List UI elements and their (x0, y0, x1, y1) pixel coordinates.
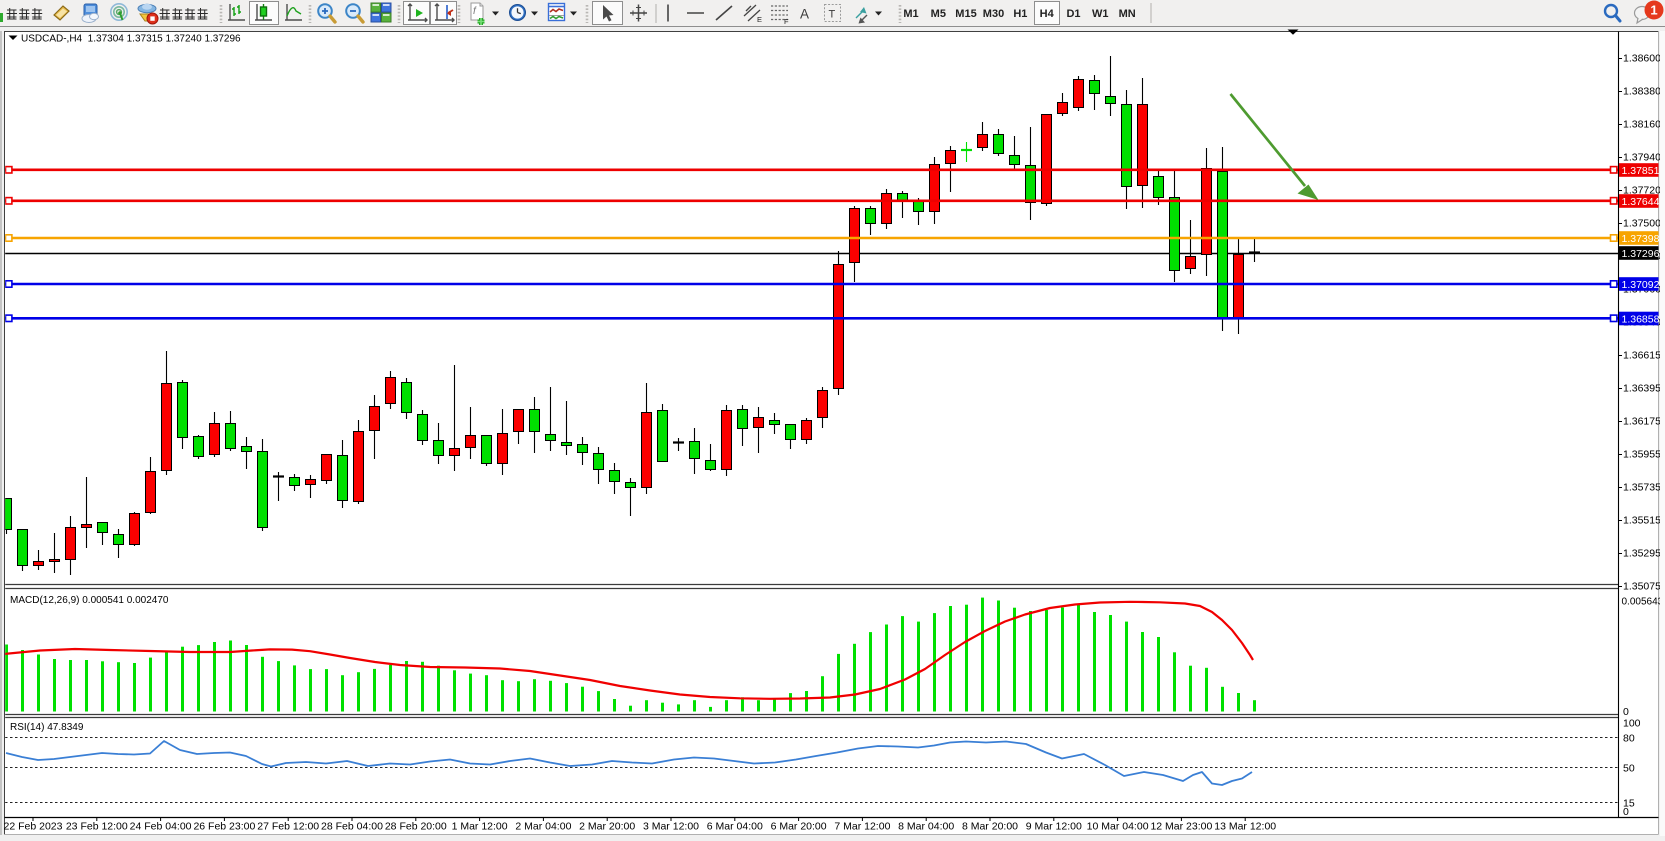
svg-text:1.36175: 1.36175 (1623, 416, 1661, 428)
svg-text:1.36858: 1.36858 (1622, 313, 1660, 325)
svg-text:A: A (800, 7, 809, 22)
svg-text:T: T (829, 9, 836, 21)
svg-text:1.37851: 1.37851 (1622, 165, 1660, 177)
svg-text:80: 80 (1623, 732, 1635, 744)
svg-text:0.005643: 0.005643 (1622, 597, 1664, 608)
svg-text:12 Mar 23:00: 12 Mar 23:00 (1150, 821, 1212, 833)
svg-text:22 Feb 2023: 22 Feb 2023 (4, 821, 63, 833)
svg-text:13 Mar 12:00: 13 Mar 12:00 (1214, 821, 1276, 833)
svg-text:27 Feb 12:00: 27 Feb 12:00 (257, 821, 319, 833)
svg-text:F: F (784, 17, 789, 26)
svg-text:100: 100 (1623, 718, 1641, 730)
svg-text:0: 0 (1623, 806, 1629, 818)
svg-text:7 Mar 12:00: 7 Mar 12:00 (834, 821, 890, 833)
svg-text:M15: M15 (955, 8, 976, 20)
svg-text:9 Mar 12:00: 9 Mar 12:00 (1026, 821, 1082, 833)
svg-text:1.37644: 1.37644 (1622, 196, 1660, 208)
svg-text:H4: H4 (1040, 8, 1055, 20)
svg-text:10 Mar 04:00: 10 Mar 04:00 (1087, 821, 1149, 833)
svg-text:2 Mar 20:00: 2 Mar 20:00 (579, 821, 635, 833)
svg-text:D1: D1 (1066, 8, 1080, 20)
svg-text:USDCAD-,H4 1.37304 1.37315 1.: USDCAD-,H4 1.37304 1.37315 1.37240 1.372… (21, 34, 241, 45)
svg-text:26 Feb 23:00: 26 Feb 23:00 (193, 821, 255, 833)
svg-text:1.37500: 1.37500 (1623, 218, 1661, 230)
svg-text:1: 1 (1650, 3, 1657, 18)
svg-text:1.38160: 1.38160 (1623, 119, 1661, 131)
svg-text:1.35295: 1.35295 (1623, 548, 1661, 560)
svg-text:1.38600: 1.38600 (1623, 53, 1661, 65)
svg-text:f: f (473, 6, 477, 17)
svg-text:15: 15 (1623, 798, 1635, 810)
svg-text:1.37940: 1.37940 (1623, 152, 1661, 164)
svg-text:1.35515: 1.35515 (1623, 515, 1661, 527)
svg-text:28 Feb 20:00: 28 Feb 20:00 (385, 821, 447, 833)
svg-text:1.35735: 1.35735 (1623, 482, 1661, 494)
svg-text:2 Mar 04:00: 2 Mar 04:00 (515, 821, 571, 833)
svg-text:1.35955: 1.35955 (1623, 449, 1661, 461)
svg-text:6 Mar 04:00: 6 Mar 04:00 (707, 821, 763, 833)
svg-text:W1: W1 (1092, 8, 1109, 20)
svg-text:M1: M1 (903, 8, 918, 20)
svg-text:3 Mar 12:00: 3 Mar 12:00 (643, 821, 699, 833)
svg-text:1.37296: 1.37296 (1622, 248, 1660, 260)
svg-text:E: E (757, 15, 762, 24)
svg-text:RSI(14) 47.8349: RSI(14) 47.8349 (10, 722, 84, 733)
svg-text:1.35075: 1.35075 (1623, 581, 1661, 593)
svg-text:H1: H1 (1013, 8, 1027, 20)
svg-text:MACD(12,26,9) 0.000541 0.00247: MACD(12,26,9) 0.000541 0.002470 (10, 595, 169, 606)
svg-text:23 Feb 12:00: 23 Feb 12:00 (66, 821, 128, 833)
svg-text:1.37092: 1.37092 (1622, 279, 1660, 291)
svg-text:1.37720: 1.37720 (1623, 185, 1661, 197)
svg-text:24 Feb 04:00: 24 Feb 04:00 (130, 821, 192, 833)
svg-text:6 Mar 20:00: 6 Mar 20:00 (771, 821, 827, 833)
svg-text:M30: M30 (983, 8, 1004, 20)
svg-text:0: 0 (1623, 706, 1629, 718)
svg-text:1 Mar 12:00: 1 Mar 12:00 (452, 821, 508, 833)
svg-text:8 Mar 20:00: 8 Mar 20:00 (962, 821, 1018, 833)
svg-text:1.38380: 1.38380 (1623, 86, 1661, 98)
svg-text:MN: MN (1119, 8, 1136, 20)
svg-text:M5: M5 (931, 8, 946, 20)
svg-text:50: 50 (1623, 762, 1635, 774)
svg-text:1.36395: 1.36395 (1623, 383, 1661, 395)
svg-text:1.36615: 1.36615 (1623, 350, 1661, 362)
svg-text:1.37398: 1.37398 (1622, 233, 1660, 245)
svg-text:8 Mar 04:00: 8 Mar 04:00 (898, 821, 954, 833)
svg-text:28 Feb 04:00: 28 Feb 04:00 (321, 821, 383, 833)
